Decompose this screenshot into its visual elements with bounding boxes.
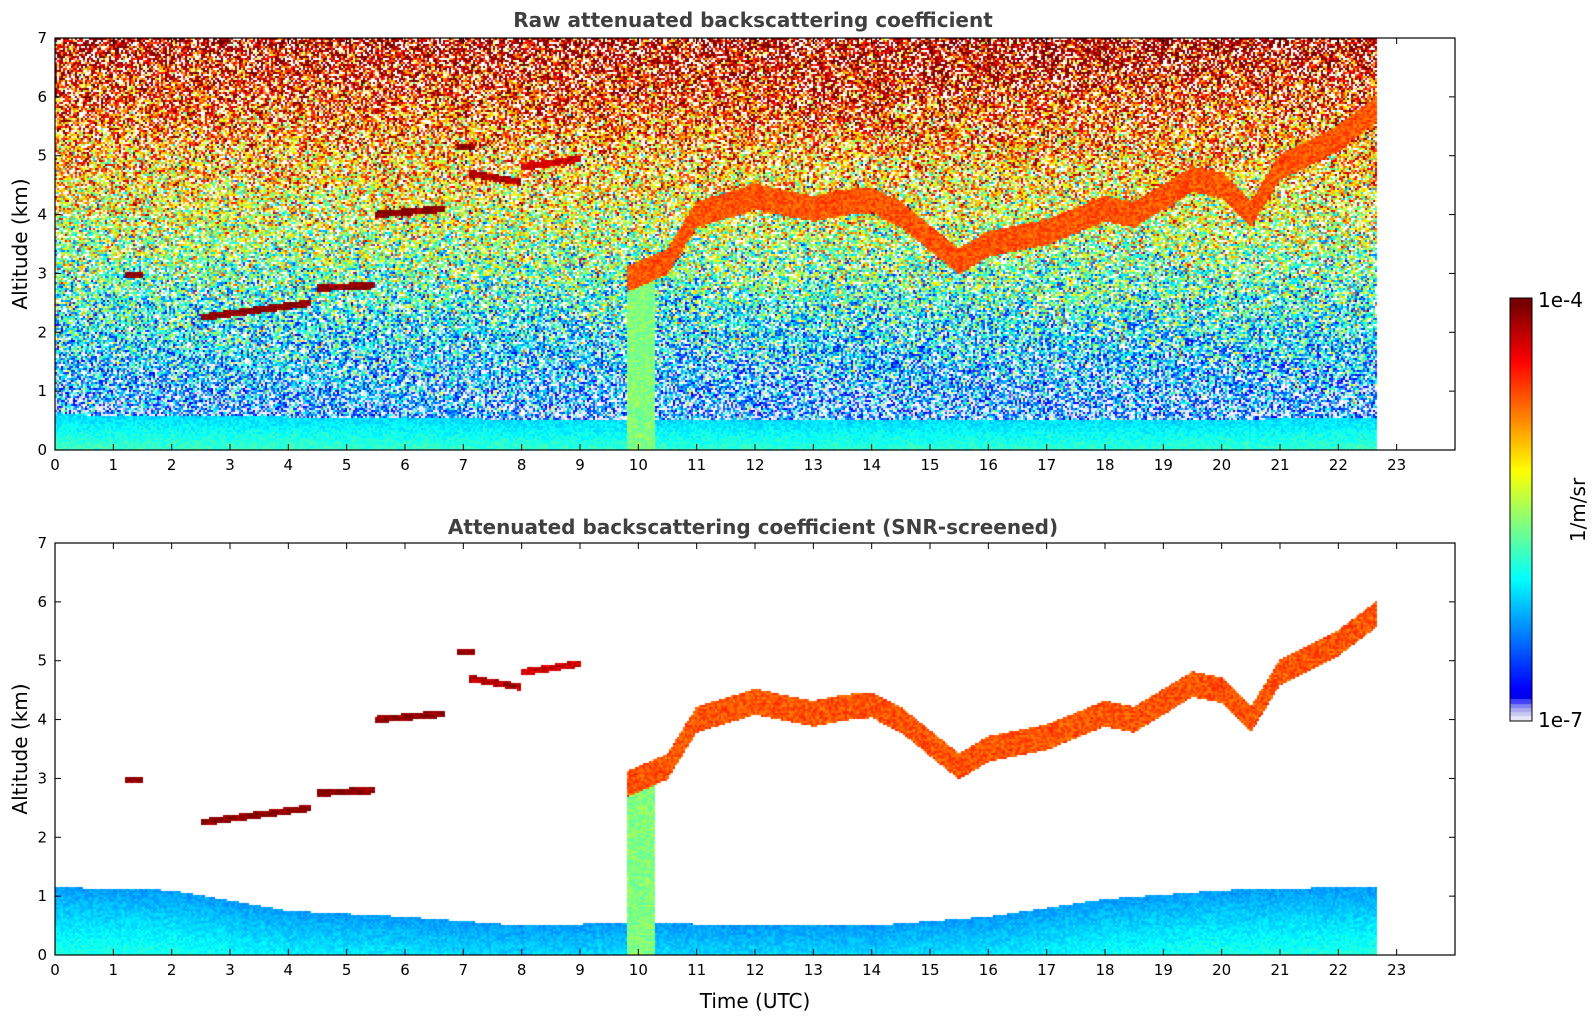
colorbar-gradient	[1510, 298, 1532, 721]
x-tick-label: 13	[804, 961, 823, 979]
x-tick-label: 1	[109, 456, 119, 474]
y-tick-label: 1	[37, 382, 47, 400]
y-tick-label: 6	[37, 593, 47, 611]
x-tick-label: 19	[1154, 456, 1173, 474]
x-tick-label: 14	[862, 961, 881, 979]
x-tick-label: 5	[342, 961, 352, 979]
x-tick-label: 4	[284, 961, 294, 979]
y-tick-label: 0	[37, 946, 47, 964]
y-tick-label: 5	[37, 147, 47, 165]
x-tick-label: 3	[225, 456, 235, 474]
x-tick-label: 23	[1387, 456, 1406, 474]
x-tick-label: 9	[575, 961, 585, 979]
x-tick-label: 11	[687, 961, 706, 979]
x-tick-label: 22	[1329, 961, 1348, 979]
x-tick-label: 3	[225, 961, 235, 979]
x-tick-label: 0	[50, 456, 60, 474]
x-tick-label: 18	[1095, 961, 1114, 979]
heatmap-screened	[55, 543, 1455, 955]
axis-ticks-screened: 0 1 2 3 4 5 6 7 8 9 10 11 12 13 14 15 16 17 18 19 20 21 22 2301…	[37, 534, 1455, 979]
x-tick-label: 4	[284, 456, 294, 474]
x-tick-label: 7	[459, 456, 469, 474]
x-tick-label: 15	[920, 961, 939, 979]
x-tick-label: 20	[1212, 456, 1231, 474]
x-tick-label: 21	[1270, 961, 1289, 979]
x-tick-label: 8	[517, 961, 527, 979]
y-tick-label: 4	[37, 206, 47, 224]
x-tick-label: 12	[745, 456, 764, 474]
colorbar: 1e-4 1e-7 1/m/sr	[1509, 288, 1590, 732]
x-tick-label: 20	[1212, 961, 1231, 979]
y-tick-label: 2	[37, 828, 47, 846]
axes-frame-screened	[54, 542, 1456, 956]
y-tick-label: 2	[37, 323, 47, 341]
y-tick-label: 0	[37, 441, 47, 459]
x-tick-label: 0	[50, 961, 60, 979]
panel-title-raw: Raw attenuated backscattering coefficien…	[513, 8, 993, 32]
colorbar-min-label: 1e-7	[1538, 708, 1583, 732]
y-tick-label: 4	[37, 711, 47, 729]
heatmap-screened-area	[55, 543, 1455, 955]
x-tick-label: 1	[109, 961, 119, 979]
panel-raw: Raw attenuated backscattering coefficien…	[8, 8, 1456, 474]
y-axis-label-raw: Altitude (km)	[8, 178, 32, 309]
y-tick-label: 5	[37, 652, 47, 670]
x-tick-label: 22	[1329, 456, 1348, 474]
x-tick-label: 9	[575, 456, 585, 474]
x-axis-label: Time (UTC)	[699, 989, 811, 1013]
y-tick-label: 7	[37, 29, 47, 47]
x-tick-label: 12	[745, 961, 764, 979]
x-tick-label: 2	[167, 456, 177, 474]
colorbar-unit-label: 1/m/sr	[1566, 477, 1590, 542]
panel-title-screened: Attenuated backscattering coefficient (S…	[448, 515, 1058, 539]
x-tick-label: 19	[1154, 961, 1173, 979]
x-tick-label: 17	[1037, 456, 1056, 474]
x-tick-label: 11	[687, 456, 706, 474]
x-tick-label: 8	[517, 456, 527, 474]
y-tick-label: 6	[37, 88, 47, 106]
heatmap-raw	[55, 38, 1455, 450]
x-tick-label: 2	[167, 961, 177, 979]
x-tick-label: 18	[1095, 456, 1114, 474]
panel-screened: Attenuated backscattering coefficient (S…	[8, 515, 1456, 1013]
y-tick-label: 1	[37, 887, 47, 905]
x-tick-label: 23	[1387, 961, 1406, 979]
y-tick-label: 3	[37, 264, 47, 282]
axes-frame-raw	[54, 37, 1456, 451]
x-tick-label: 17	[1037, 961, 1056, 979]
x-tick-label: 10	[629, 456, 648, 474]
heatmap-raw-area	[55, 38, 1455, 450]
x-tick-label: 15	[920, 456, 939, 474]
x-tick-label: 16	[979, 456, 998, 474]
colorbar-max-label: 1e-4	[1538, 288, 1583, 312]
y-tick-label: 3	[37, 769, 47, 787]
x-tick-label: 14	[862, 456, 881, 474]
y-tick-label: 7	[37, 534, 47, 552]
colorbar-gradient-area	[1510, 298, 1532, 721]
axis-ticks-raw: 0 1 2 3 4 5 6 7 8 9 10 11 12 13 14 15 16 17 18 19 20 21 22 2301…	[37, 29, 1455, 474]
x-tick-label: 10	[629, 961, 648, 979]
x-tick-label: 7	[459, 961, 469, 979]
x-tick-label: 5	[342, 456, 352, 474]
colorbar-frame	[1509, 297, 1533, 722]
x-tick-label: 6	[400, 961, 410, 979]
x-tick-label: 6	[400, 456, 410, 474]
y-axis-label-screened: Altitude (km)	[8, 683, 32, 814]
x-tick-label: 13	[804, 456, 823, 474]
x-tick-label: 16	[979, 961, 998, 979]
x-tick-label: 21	[1270, 456, 1289, 474]
